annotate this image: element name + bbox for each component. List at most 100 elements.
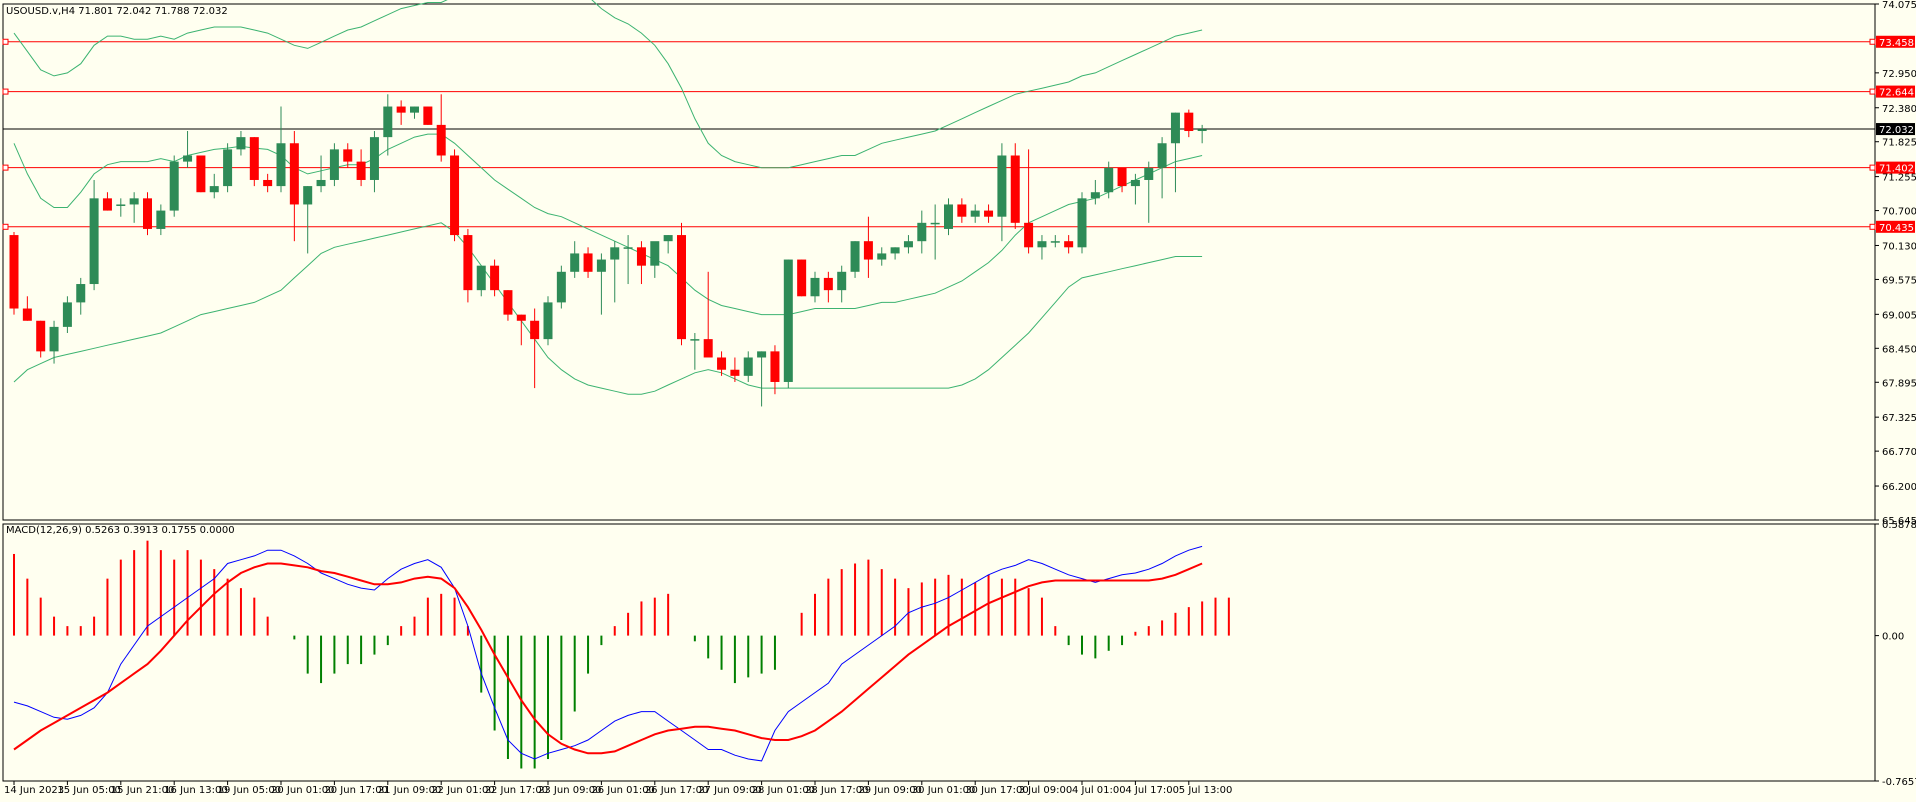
candle-body[interactable] <box>917 222 927 242</box>
candle-body[interactable] <box>770 351 780 382</box>
candle-body[interactable] <box>196 155 206 193</box>
candle-body[interactable] <box>116 204 126 206</box>
candle-body[interactable] <box>556 271 566 303</box>
candle-body[interactable] <box>1104 167 1114 193</box>
candle-body[interactable] <box>1170 112 1180 144</box>
candle-body[interactable] <box>369 137 379 180</box>
candle-body[interactable] <box>129 198 139 205</box>
candle-body[interactable] <box>1117 167 1127 187</box>
candle-body[interactable] <box>903 241 913 248</box>
candle-body[interactable] <box>436 124 446 156</box>
candle-body[interactable] <box>490 265 500 291</box>
candle-body[interactable] <box>49 326 59 352</box>
candle-body[interactable] <box>183 155 193 162</box>
main-price-panel[interactable] <box>2 0 1876 521</box>
candle-body[interactable] <box>463 235 473 291</box>
level-line-handle[interactable] <box>1869 88 1876 95</box>
level-line-handle[interactable] <box>1869 38 1876 45</box>
candle-body[interactable] <box>703 339 713 358</box>
level-line-handle[interactable] <box>1869 164 1876 171</box>
candle-body[interactable] <box>1144 167 1154 180</box>
candle-body[interactable] <box>316 179 326 187</box>
candle-body[interactable] <box>1090 192 1100 199</box>
candle-body[interactable] <box>143 198 152 229</box>
candle-body[interactable] <box>516 314 526 321</box>
candle-body[interactable] <box>650 241 660 266</box>
candle-body[interactable] <box>663 235 673 242</box>
level-line-handle[interactable] <box>2 223 9 230</box>
candle-body[interactable] <box>743 357 753 376</box>
candle-body[interactable] <box>530 320 540 340</box>
candle-body[interactable] <box>236 137 246 150</box>
level-line-handle[interactable] <box>1869 223 1876 230</box>
candle-body[interactable] <box>850 241 860 272</box>
candle-body[interactable] <box>636 247 646 266</box>
candle-body[interactable] <box>1010 155 1020 223</box>
candle-body[interactable] <box>837 271 847 291</box>
candle-body[interactable] <box>1024 222 1034 248</box>
candle-body[interactable] <box>1077 198 1087 248</box>
candle-body[interactable] <box>156 210 166 229</box>
candle-body[interactable] <box>89 198 99 285</box>
candle-body[interactable] <box>62 302 72 327</box>
macd-panel[interactable] <box>2 523 1876 782</box>
candle-body[interactable] <box>797 259 807 297</box>
candle-body[interactable] <box>209 186 219 193</box>
candle-body[interactable] <box>102 198 112 211</box>
candle-body[interactable] <box>1064 241 1074 248</box>
candle-body[interactable] <box>383 106 393 138</box>
candle-body[interactable] <box>263 179 273 187</box>
candle-body[interactable] <box>957 204 967 217</box>
candle-body[interactable] <box>22 308 32 321</box>
candle-body[interactable] <box>356 161 366 180</box>
candle-body[interactable] <box>303 186 313 205</box>
candle-body[interactable] <box>503 290 513 315</box>
candle-body[interactable] <box>476 265 486 291</box>
candle-body[interactable] <box>1184 112 1194 132</box>
candle-body[interactable] <box>570 253 580 272</box>
candle-body[interactable] <box>36 320 46 352</box>
candle-body[interactable] <box>169 161 179 211</box>
candle-body[interactable] <box>329 149 339 180</box>
candle-body[interactable] <box>543 302 553 340</box>
candle-body[interactable] <box>623 247 633 249</box>
candle-body[interactable] <box>610 247 620 260</box>
candle-body[interactable] <box>450 155 460 236</box>
candle-body[interactable] <box>997 155 1007 217</box>
candle-body[interactable] <box>343 149 353 162</box>
candle-body[interactable] <box>596 259 606 272</box>
candle-body[interactable] <box>783 259 793 382</box>
candle-body[interactable] <box>677 235 686 340</box>
candle-body[interactable] <box>410 106 419 113</box>
candle-body[interactable] <box>1130 179 1140 187</box>
candle-body[interactable] <box>970 210 980 217</box>
candle-body[interactable] <box>810 277 820 297</box>
candle-body[interactable] <box>1157 143 1167 168</box>
candle-body[interactable] <box>276 143 286 187</box>
candle-body[interactable] <box>76 284 86 303</box>
candle-body[interactable] <box>757 351 767 358</box>
candle-body[interactable] <box>944 204 953 229</box>
candle-body[interactable] <box>583 253 593 272</box>
candle-body[interactable] <box>690 339 700 341</box>
candle-body[interactable] <box>1050 241 1060 243</box>
candle-body[interactable] <box>9 235 19 309</box>
candle-body[interactable] <box>863 241 873 260</box>
level-line-handle[interactable] <box>2 38 9 45</box>
level-line-handle[interactable] <box>2 88 9 95</box>
level-line-handle[interactable] <box>2 164 9 171</box>
candle-body[interactable] <box>1197 129 1207 132</box>
candle-body[interactable] <box>877 253 887 260</box>
candle-body[interactable] <box>930 222 940 225</box>
candle-body[interactable] <box>890 247 900 254</box>
candle-body[interactable] <box>249 137 259 180</box>
candle-body[interactable] <box>223 149 233 187</box>
candle-body[interactable] <box>717 357 727 370</box>
candle-body[interactable] <box>289 143 299 205</box>
candle-body[interactable] <box>396 106 406 113</box>
candle-body[interactable] <box>823 277 833 291</box>
candle-body[interactable] <box>1037 241 1047 248</box>
candle-body[interactable] <box>730 369 740 376</box>
